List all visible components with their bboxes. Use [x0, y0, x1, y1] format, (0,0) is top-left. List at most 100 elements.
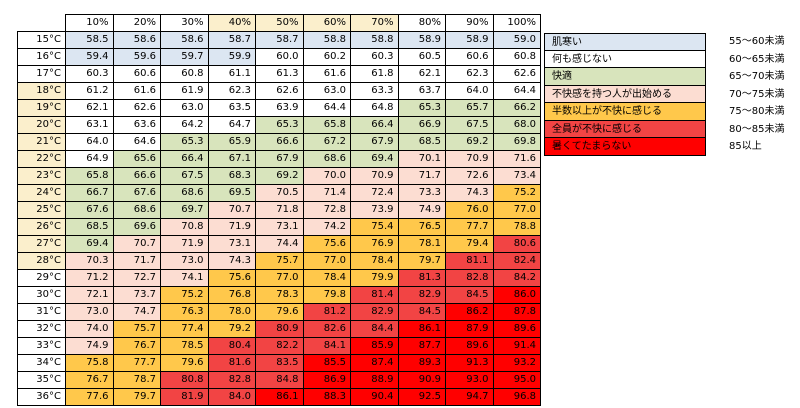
index-value-cell: 84.8 [255, 371, 304, 389]
index-value-cell: 62.1 [397, 65, 446, 83]
index-value-cell: 73.4 [492, 167, 541, 185]
index-value-cell: 83.5 [255, 354, 304, 372]
humidity-header: 60% [302, 14, 351, 32]
index-value-cell: 63.5 [207, 99, 256, 117]
index-value-cell: 60.8 [160, 65, 209, 83]
index-value-cell: 89.6 [445, 337, 494, 355]
index-value-cell: 72.7 [112, 269, 161, 287]
index-value-cell: 81.4 [350, 286, 399, 304]
index-value-cell: 64.7 [207, 116, 256, 134]
humidity-header-row: 10% 20% 30% 40% 50% 60% 70% 80% 90% 100% [18, 14, 541, 32]
index-value-cell: 74.2 [302, 218, 351, 236]
index-value-cell: 62.3 [207, 82, 256, 100]
index-value-cell: 58.6 [112, 31, 161, 49]
index-value-cell: 59.0 [492, 31, 541, 49]
index-value-cell: 66.9 [397, 116, 446, 134]
table-body: 15°C 58.5 58.6 58.6 58.7 58.7 58.8 58.8 58.9 58.9… [17, 31, 541, 406]
index-value-cell: 77.0 [255, 269, 304, 287]
index-value-cell: 91.3 [445, 354, 494, 372]
legend-range: 65～70未満 [729, 71, 785, 82]
index-value-cell: 96.8 [492, 388, 541, 406]
index-value-cell: 78.7 [112, 371, 161, 389]
index-value-cell: 70.3 [65, 252, 114, 270]
index-value-cell: 82.9 [350, 303, 399, 321]
table-row: 24°C 66.7 67.6 68.6 69.5 70.5 71.4 72.4 73.3 74.3… [17, 184, 541, 202]
index-value-cell: 69.5 [207, 184, 256, 202]
index-value-cell: 75.6 [207, 269, 256, 287]
index-value-cell: 74.9 [65, 337, 114, 355]
humidity-header: 80% [397, 14, 446, 32]
index-value-cell: 67.2 [302, 133, 351, 151]
table-row: 35°C 76.7 78.7 80.8 82.8 84.8 86.9 88.9 90.9 93.0… [17, 371, 541, 389]
index-value-cell: 67.6 [112, 184, 161, 202]
index-value-cell: 88.9 [350, 371, 399, 389]
index-value-cell: 62.1 [65, 99, 114, 117]
index-value-cell: 75.7 [112, 320, 161, 338]
legend-range: 75～80未満 [729, 106, 785, 117]
legend-label: 半数以上が不快に感じる [544, 103, 706, 121]
index-value-cell: 87.8 [492, 303, 541, 321]
index-value-cell: 81.2 [302, 303, 351, 321]
index-value-cell: 72.4 [350, 184, 399, 202]
index-value-cell: 82.6 [302, 320, 351, 338]
index-value-cell: 68.3 [207, 167, 256, 185]
index-value-cell: 68.5 [65, 218, 114, 236]
index-value-cell: 63.3 [350, 82, 399, 100]
index-value-cell: 62.6 [112, 99, 161, 117]
humidity-header: 90% [445, 14, 494, 32]
table-row: 29°C 71.2 72.7 74.1 75.6 77.0 78.4 79.9 81.3 82.8… [17, 269, 541, 287]
index-value-cell: 68.6 [112, 201, 161, 219]
temperature-label: 32°C [17, 320, 66, 338]
index-value-cell: 58.9 [445, 31, 494, 49]
index-value-cell: 59.9 [207, 48, 256, 66]
index-value-cell: 71.7 [397, 167, 446, 185]
index-value-cell: 89.6 [492, 320, 541, 338]
index-value-cell: 73.1 [207, 235, 256, 253]
index-value-cell: 74.1 [160, 269, 209, 287]
index-value-cell: 89.3 [397, 354, 446, 372]
index-value-cell: 66.6 [255, 133, 304, 151]
index-value-cell: 71.9 [160, 235, 209, 253]
index-value-cell: 61.1 [207, 65, 256, 83]
index-value-cell: 64.8 [350, 99, 399, 117]
index-value-cell: 74.3 [207, 252, 256, 270]
index-value-cell: 67.5 [160, 167, 209, 185]
index-value-cell: 65.3 [255, 116, 304, 134]
index-value-cell: 75.2 [160, 286, 209, 304]
table-row: 21°C 64.0 64.6 65.3 65.9 66.6 67.2 67.9 68.5 69.2… [17, 133, 541, 151]
table-row: 22°C 64.9 65.6 66.4 67.1 67.9 68.6 69.4 70.1 70.9… [17, 150, 541, 168]
index-value-cell: 73.0 [65, 303, 114, 321]
index-value-cell: 75.8 [65, 354, 114, 372]
index-value-cell: 68.6 [160, 184, 209, 202]
index-value-cell: 63.9 [255, 99, 304, 117]
index-value-cell: 67.6 [65, 201, 114, 219]
index-value-cell: 81.1 [445, 252, 494, 270]
index-value-cell: 69.6 [112, 218, 161, 236]
legend-range: 85以上 [729, 141, 762, 152]
index-value-cell: 87.4 [350, 354, 399, 372]
index-value-cell: 76.5 [397, 218, 446, 236]
index-value-cell: 81.6 [207, 354, 256, 372]
index-value-cell: 85.5 [302, 354, 351, 372]
index-value-cell: 71.4 [302, 184, 351, 202]
index-value-cell: 82.2 [255, 337, 304, 355]
humidity-header: 30% [160, 14, 209, 32]
index-value-cell: 66.4 [160, 150, 209, 168]
index-value-cell: 58.7 [207, 31, 256, 49]
index-value-cell: 69.4 [350, 150, 399, 168]
index-value-cell: 60.3 [350, 48, 399, 66]
index-value-cell: 73.1 [255, 218, 304, 236]
index-value-cell: 66.4 [350, 116, 399, 134]
index-value-cell: 60.5 [397, 48, 446, 66]
index-value-cell: 70.1 [397, 150, 446, 168]
index-value-cell: 65.6 [112, 150, 161, 168]
index-value-cell: 63.6 [112, 116, 161, 134]
temperature-label: 19°C [17, 99, 66, 117]
index-value-cell: 84.1 [302, 337, 351, 355]
index-value-cell: 61.9 [160, 82, 209, 100]
corner-cell [18, 15, 66, 32]
index-value-cell: 59.7 [160, 48, 209, 66]
index-value-cell: 63.0 [160, 99, 209, 117]
table-row: 16°C 59.4 59.6 59.7 59.9 60.0 60.2 60.3 60.5 60.6… [17, 48, 541, 66]
index-value-cell: 86.2 [445, 303, 494, 321]
